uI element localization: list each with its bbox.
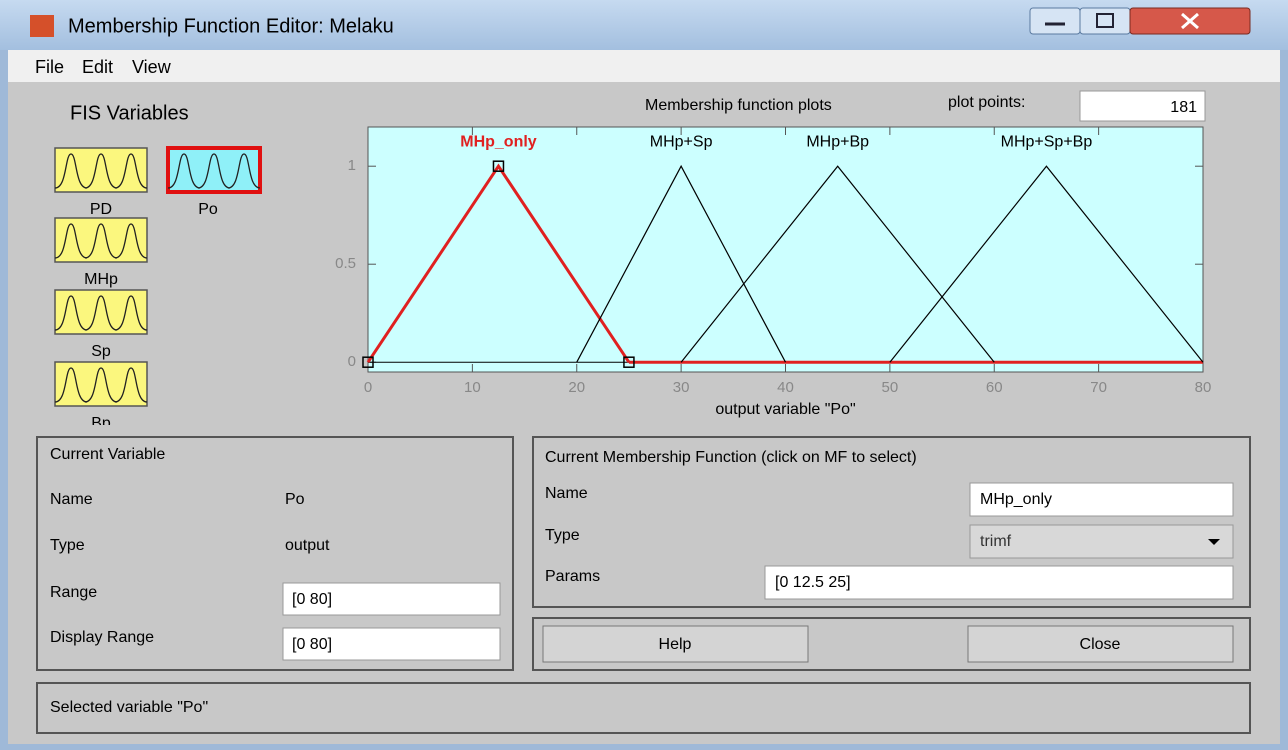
y-tick-label: 1 — [348, 157, 356, 174]
mf-label: MHp+Sp+Bp — [1001, 133, 1093, 150]
variable-icon-curves — [54, 223, 148, 259]
variable-label: Sp — [91, 343, 111, 360]
mf-curve[interactable] — [366, 163, 631, 364]
plot-title: Membership function plots — [645, 97, 832, 114]
x-tick-label: 50 — [882, 379, 899, 396]
field-label: Params — [545, 568, 600, 585]
field-value: MHp_only — [980, 491, 1052, 508]
variable-icon-curves — [54, 153, 148, 189]
plot-points-input[interactable] — [1079, 90, 1206, 122]
mf-label: MHp_only — [460, 133, 537, 150]
field-label: Range — [50, 584, 97, 601]
button-label: Close — [1080, 636, 1121, 653]
variable-label: MHp — [84, 271, 118, 288]
field-label: Type — [545, 527, 580, 544]
variable-label: Po — [198, 201, 218, 218]
y-tick-label: 0.5 — [335, 255, 356, 272]
variable-icon[interactable] — [54, 147, 148, 193]
status-panel — [36, 682, 1251, 734]
maximize-button[interactable] — [1079, 7, 1131, 35]
field-value: output — [285, 537, 330, 554]
field-input[interactable] — [764, 565, 1234, 600]
field-label: Name — [545, 485, 588, 502]
plot-points-value: 181 — [1170, 99, 1197, 116]
minimize-button[interactable] — [1029, 7, 1081, 35]
x-axis-label: output variable "Po" — [715, 401, 855, 418]
mf-vertex[interactable] — [362, 356, 374, 368]
field-value: [0 80] — [292, 636, 332, 653]
x-tick-label: 10 — [464, 379, 481, 396]
menu-item[interactable]: File — [35, 57, 64, 77]
variable-icon[interactable] — [54, 217, 148, 263]
x-tick-label: 60 — [986, 379, 1003, 396]
x-tick-label: 80 — [1195, 379, 1212, 396]
field-value: [0 80] — [292, 591, 332, 608]
x-tick-label: 70 — [1090, 379, 1107, 396]
field-input[interactable] — [282, 627, 501, 661]
y-tick-label: 0 — [348, 353, 356, 370]
variable-icon[interactable] — [54, 361, 148, 407]
fis-title: FIS Variables — [70, 102, 189, 124]
button[interactable] — [967, 625, 1234, 663]
field-label: Type — [50, 537, 85, 554]
mf-vertex[interactable] — [623, 356, 635, 368]
mf-vertex[interactable] — [492, 160, 505, 172]
field-input[interactable] — [282, 582, 501, 616]
x-tick-label: 0 — [364, 379, 372, 396]
variable-icon-curves — [54, 367, 148, 403]
field-input[interactable] — [969, 524, 1234, 559]
dropdown-arrow — [1208, 539, 1220, 545]
variable-icon[interactable] — [166, 146, 262, 194]
mf-curve[interactable] — [576, 164, 787, 363]
button[interactable] — [542, 625, 809, 663]
field-label: Display Range — [50, 629, 154, 646]
plot-area — [367, 126, 1204, 373]
field-value: Po — [285, 491, 305, 508]
variable-label: Bp — [91, 415, 111, 432]
x-tick-label: 40 — [777, 379, 794, 396]
field-value: [0 12.5 25] — [775, 574, 851, 591]
current-variable-title: Current Variable — [50, 446, 165, 463]
status-text: Selected variable "Po" — [50, 699, 208, 716]
menu-item[interactable]: Edit — [82, 57, 113, 77]
field-label: Name — [50, 491, 93, 508]
mf-label: MHp+Sp — [650, 133, 713, 150]
current-mf-title: Current Membership Function (click on MF… — [545, 449, 917, 466]
plot-points-label: plot points: — [948, 94, 1025, 111]
button-label: Help — [659, 636, 692, 653]
window-title: Membership Function Editor: Melaku — [68, 15, 394, 37]
variable-icon-curves — [167, 153, 261, 189]
variable-icon-curves — [54, 295, 148, 331]
menu-bar — [8, 50, 1280, 82]
menu-item[interactable]: View — [132, 57, 172, 77]
field-value: trimf — [980, 533, 1012, 550]
variable-label: PD — [90, 201, 112, 218]
mf-curve[interactable] — [889, 165, 1204, 363]
mf-label: MHp+Bp — [806, 133, 869, 150]
x-tick-label: 30 — [673, 379, 690, 396]
variable-icon[interactable] — [54, 289, 148, 335]
field-input[interactable] — [969, 482, 1234, 517]
x-tick-label: 20 — [568, 379, 585, 396]
app-icon — [30, 15, 54, 37]
